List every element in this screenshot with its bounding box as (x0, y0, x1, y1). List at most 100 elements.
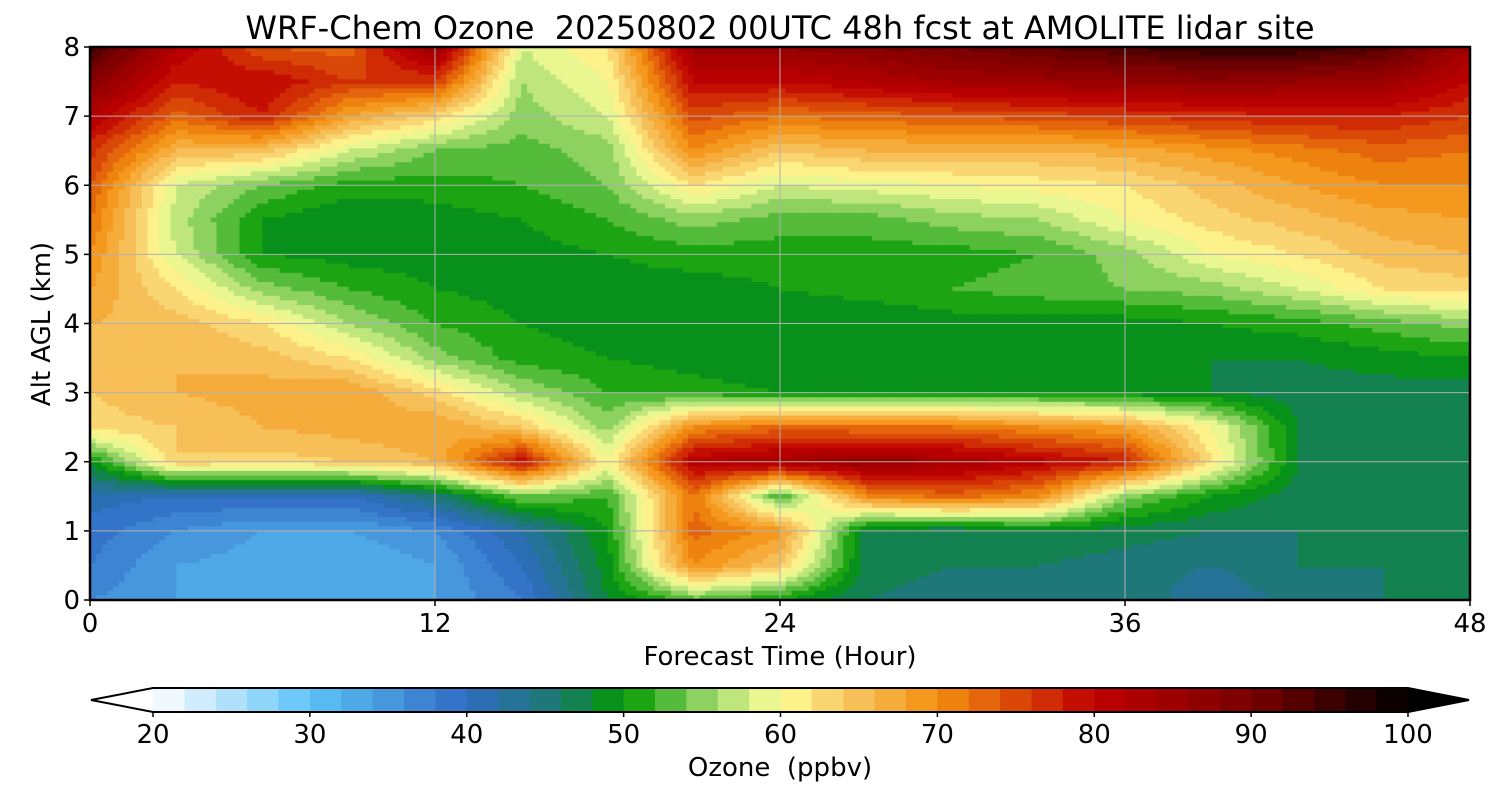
heatmap-cell (188, 61, 194, 66)
heatmap-cell (843, 93, 849, 98)
heatmap-cell (861, 107, 867, 112)
heatmap-cell (1367, 102, 1373, 107)
heatmap-cell (901, 56, 907, 61)
heatmap-cell (688, 130, 694, 135)
heatmap-cell (366, 121, 372, 126)
heatmap-cell (1326, 88, 1332, 93)
heatmap-cell (544, 75, 550, 80)
heatmap-cell (809, 125, 815, 130)
heatmap-cell (1275, 130, 1281, 135)
heatmap-cell (1096, 65, 1102, 70)
heatmap-cell (642, 75, 648, 80)
heatmap-cell (1384, 56, 1390, 61)
heatmap-cell (1062, 121, 1068, 126)
heatmap-cell (820, 61, 826, 66)
heatmap-cell (1183, 116, 1189, 121)
heatmap-cell (1160, 130, 1166, 135)
heatmap-cell (1206, 98, 1212, 103)
heatmap-cell (182, 79, 188, 84)
heatmap-cell (723, 93, 729, 98)
heatmap-cell (274, 116, 280, 121)
heatmap-cell (1045, 93, 1051, 98)
heatmap-cell (1188, 88, 1194, 93)
heatmap-cell (1091, 107, 1097, 112)
heatmap-cell (1114, 65, 1120, 70)
heatmap-cell (493, 75, 499, 80)
heatmap-cell (1275, 56, 1281, 61)
heatmap-cell (895, 121, 901, 126)
heatmap-cell (723, 61, 729, 66)
heatmap-cell (539, 102, 545, 107)
heatmap-cell (1286, 102, 1292, 107)
heatmap-cell (1154, 121, 1160, 126)
heatmap-cell (199, 107, 205, 112)
heatmap-cell (809, 107, 815, 112)
heatmap-cell (1079, 88, 1085, 93)
heatmap-cell (1407, 116, 1413, 121)
heatmap-cell (96, 75, 102, 80)
heatmap-cell (1148, 98, 1154, 103)
heatmap-cell (815, 130, 821, 135)
heatmap-cell (1309, 88, 1315, 93)
heatmap-cell (303, 84, 309, 89)
heatmap-cell (332, 98, 338, 103)
heatmap-cell (228, 135, 234, 140)
heatmap-cell (1027, 93, 1033, 98)
heatmap-cell (1240, 75, 1246, 80)
heatmap-cell (1298, 84, 1304, 89)
heatmap-cell (1022, 88, 1028, 93)
heatmap-cell (1229, 107, 1235, 112)
heatmap-cell (889, 65, 895, 70)
heatmap-cell (1257, 107, 1263, 112)
heatmap-cell (1068, 52, 1074, 57)
heatmap-cell (481, 79, 487, 84)
heatmap-cell (1183, 139, 1189, 144)
heatmap-cell (573, 79, 579, 84)
heatmap-cell (102, 93, 108, 98)
heatmap-cell (1223, 61, 1229, 66)
heatmap-cell (291, 116, 297, 121)
heatmap-cell (521, 102, 527, 107)
heatmap-cell (165, 56, 171, 61)
heatmap-cell (907, 125, 913, 130)
heatmap-cell (188, 65, 194, 70)
heatmap-cell (1165, 98, 1171, 103)
heatmap-cell (452, 84, 458, 89)
heatmap-cell (1309, 79, 1315, 84)
heatmap-cell (142, 75, 148, 80)
heatmap-cell (849, 130, 855, 135)
heatmap-cell (188, 107, 194, 112)
heatmap-cell (930, 56, 936, 61)
heatmap-cell (809, 70, 815, 75)
heatmap-cell (1171, 70, 1177, 75)
heatmap-cell (1338, 52, 1344, 57)
heatmap-cell (176, 107, 182, 112)
heatmap-cell (251, 84, 257, 89)
heatmap-cell (1418, 75, 1424, 80)
heatmap-cell (1390, 107, 1396, 112)
heatmap-cell (199, 139, 205, 144)
heatmap-cell (723, 75, 729, 80)
heatmap-cell (309, 52, 315, 57)
heatmap-cell (1326, 70, 1332, 75)
heatmap-cell (1430, 98, 1436, 103)
heatmap-cell (1344, 121, 1350, 126)
heatmap-cell (153, 56, 159, 61)
heatmap-cell (1027, 70, 1033, 75)
heatmap-cell (303, 56, 309, 61)
heatmap-cell (107, 121, 113, 126)
heatmap-cell (826, 75, 832, 80)
heatmap-cell (199, 121, 205, 126)
heatmap-cell (970, 70, 976, 75)
heatmap-cell (872, 130, 878, 135)
heatmap-cell (619, 84, 625, 89)
heatmap-cell (884, 125, 890, 130)
heatmap-cell (176, 125, 182, 130)
heatmap-cell (1372, 70, 1378, 75)
heatmap-cell (1367, 135, 1373, 140)
heatmap-cell (360, 56, 366, 61)
heatmap-cell (1338, 107, 1344, 112)
heatmap-cell (389, 93, 395, 98)
heatmap-cell (1338, 121, 1344, 126)
heatmap-cell (608, 52, 614, 57)
